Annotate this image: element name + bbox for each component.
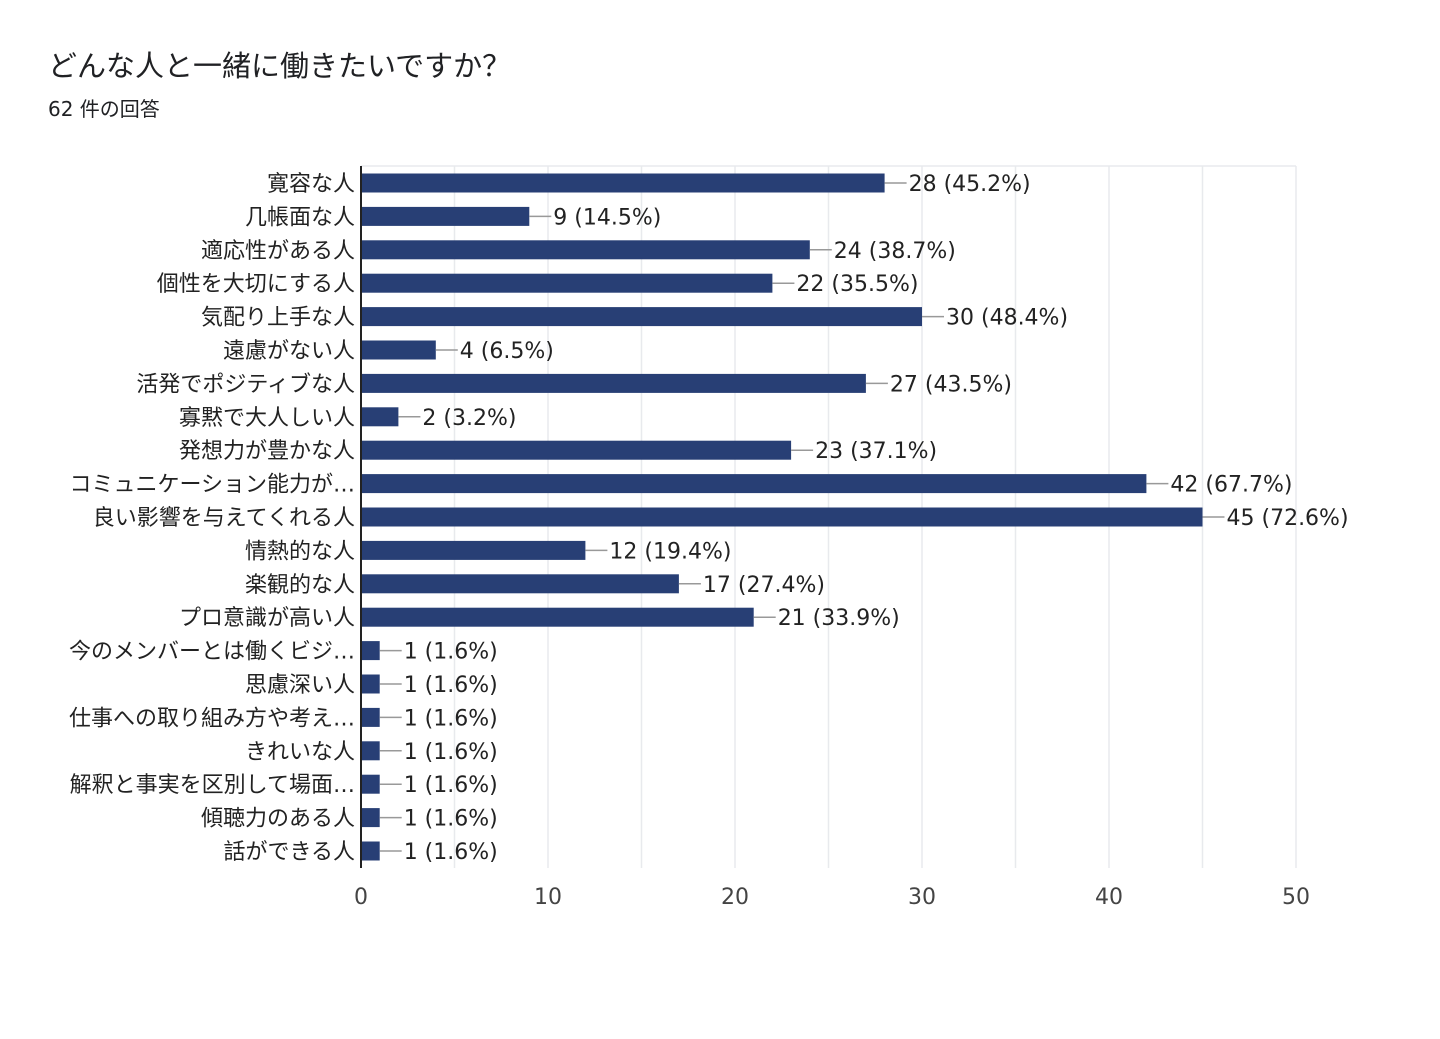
category-label: 情熱的な人: [245, 539, 355, 564]
bar: [361, 607, 754, 627]
x-tick-label: 50: [1282, 885, 1310, 910]
value-label: 23 (37.1%): [815, 439, 937, 464]
category-label: 発想力が豊かな人: [179, 439, 355, 464]
category-label: 適応性がある人: [201, 239, 355, 264]
value-label: 1 (1.6%): [404, 673, 498, 698]
value-label: 45 (72.6%): [1227, 506, 1349, 531]
category-label: 思慮深い人: [245, 673, 355, 698]
value-label: 30 (48.4%): [946, 306, 1068, 331]
value-label: 2 (3.2%): [422, 406, 516, 431]
category-label: 遠慮がない人: [223, 339, 355, 364]
category-label: 良い影響を与えてくれる人: [93, 506, 355, 531]
x-tick-label: 10: [534, 885, 562, 910]
category-label: プロ意識が高い人: [179, 606, 355, 631]
value-label: 27 (43.5%): [890, 372, 1012, 397]
bar: [361, 741, 380, 761]
value-label: 1 (1.6%): [404, 773, 498, 798]
bar: [361, 373, 866, 393]
bar: [361, 540, 586, 560]
value-label: 1 (1.6%): [404, 840, 498, 865]
category-label: 傾聴力のある人: [201, 807, 355, 832]
bar: [361, 474, 1147, 494]
value-label: 1 (1.6%): [404, 740, 498, 765]
category-label: 寡黙で大人しい人: [179, 406, 355, 431]
bar: [361, 574, 679, 594]
value-label: 21 (33.9%): [778, 606, 900, 631]
bar: [361, 707, 380, 727]
category-label: 気配り上手な人: [201, 306, 355, 331]
bar: [361, 440, 792, 460]
category-label: 几帳面な人: [245, 205, 355, 230]
bar: [361, 340, 436, 360]
value-label: 42 (67.7%): [1170, 473, 1292, 498]
category-label: きれいな人: [245, 740, 355, 765]
category-label: 個性を大切にする人: [157, 272, 355, 297]
bar: [361, 240, 810, 260]
value-label: 22 (35.5%): [796, 272, 918, 297]
bar: [361, 206, 530, 226]
value-label: 1 (1.6%): [404, 640, 498, 665]
category-label: 解釈と事実を区別して場面…: [70, 773, 355, 798]
category-label: 寛容な人: [267, 172, 355, 197]
bar: [361, 841, 380, 861]
value-label: 1 (1.6%): [404, 807, 498, 832]
x-tick-label: 0: [354, 885, 368, 910]
category-label: 活発でポジティブな人: [136, 372, 355, 397]
question-title: どんな人と一緒に働きたいですか？: [48, 49, 512, 83]
bar: [361, 407, 399, 427]
category-label: 仕事への取り組み方や考え…: [69, 706, 355, 731]
value-label: 9 (14.5%): [553, 205, 661, 230]
bar: [361, 273, 773, 293]
category-label: 今のメンバーとは働くビジ…: [69, 640, 355, 665]
bar: [361, 641, 380, 661]
value-label: 1 (1.6%): [404, 706, 498, 731]
labels: 28 (45.2%) 寛容な人 9 (14.5%) 几帳面な人 24 (38.7%) 適応…: [69, 172, 1349, 865]
bar: [361, 674, 380, 694]
bars: [361, 173, 1203, 861]
category-label: コミュニケーション能力が…: [69, 473, 355, 498]
x-tick-label: 40: [1095, 885, 1123, 910]
x-tick-label: 20: [721, 885, 749, 910]
response-count: 62 件の回答: [48, 97, 160, 121]
bar: [361, 173, 885, 193]
value-label: 28 (45.2%): [909, 172, 1031, 197]
bar: [361, 774, 380, 794]
bar: [361, 808, 380, 828]
value-label: 4 (6.5%): [460, 339, 554, 364]
axes: 0 10 20 30 40 50: [354, 166, 1310, 910]
value-label: 24 (38.7%): [834, 239, 956, 264]
category-label: 話ができる人: [223, 840, 355, 865]
x-tick-label: 30: [908, 885, 936, 910]
bar: [361, 307, 922, 327]
bar: [361, 507, 1203, 527]
value-label: 17 (27.4%): [703, 573, 825, 598]
value-label: 12 (19.4%): [609, 539, 731, 564]
category-label: 楽観的な人: [245, 573, 355, 598]
